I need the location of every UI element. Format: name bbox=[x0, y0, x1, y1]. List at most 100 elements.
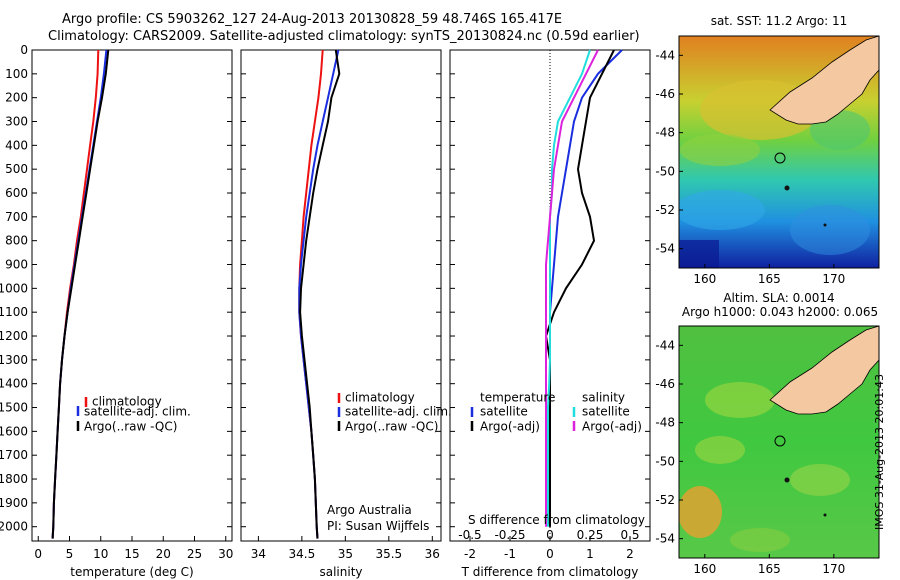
sst-map bbox=[679, 36, 879, 268]
top-tick-label: 0.5 bbox=[620, 528, 639, 542]
y-tick-label: 600 bbox=[5, 186, 28, 200]
y-tick-label: 1900 bbox=[0, 496, 28, 510]
y-tick-label: 1600 bbox=[0, 424, 28, 438]
y-tick-label: 800 bbox=[5, 234, 28, 248]
top-tick-label: 0.25 bbox=[577, 528, 604, 542]
map-x-tick-label: 165 bbox=[758, 272, 781, 286]
map-y-tick-label: -54 bbox=[655, 532, 675, 546]
map-x-tick-label: 170 bbox=[822, 562, 845, 576]
map-y-tick-label: -52 bbox=[655, 493, 675, 507]
legend-climatology: climatology bbox=[92, 395, 162, 409]
map-y-tick-label: -48 bbox=[655, 416, 675, 430]
top-tick-label: -0.5 bbox=[458, 528, 481, 542]
y-tick-label: 1200 bbox=[0, 329, 28, 343]
t-difference-axis-label: T difference from climatology bbox=[461, 565, 639, 579]
y-tick-label: 1100 bbox=[0, 305, 28, 319]
map-y-tick-label: -52 bbox=[655, 203, 675, 217]
sla-map-subtitle: Argo h1000: 0.043 h2000: 0.065 bbox=[682, 305, 878, 319]
temperature-panel bbox=[31, 49, 233, 542]
x-tick-label: 30 bbox=[218, 547, 233, 561]
y-tick-label: 1300 bbox=[0, 353, 28, 367]
series-line bbox=[51, 49, 110, 539]
x-tick-label: 0 bbox=[34, 547, 42, 561]
salinity-legend: climatology satellite-adj. clim. Argo(..… bbox=[327, 391, 452, 534]
legend-t-argo: Argo(-adj) bbox=[480, 420, 540, 434]
credit-line-1: Argo Australia bbox=[327, 503, 412, 517]
legend-climatology: climatology bbox=[345, 391, 415, 405]
top-tick-label: -0.25 bbox=[494, 528, 525, 542]
x-tick-label: 1 bbox=[586, 547, 594, 561]
series-line bbox=[544, 49, 615, 527]
map-y-tick-label: -46 bbox=[655, 377, 675, 391]
salinity-axis-label: salinity bbox=[319, 565, 362, 579]
new-zealand-land bbox=[769, 326, 879, 415]
sla-map-title: Altim. SLA: 0.0014 bbox=[723, 291, 834, 305]
imos-timestamp-label: IMOS 31-Aug-2013 20:01:43 bbox=[873, 374, 886, 530]
y-tick-label: 300 bbox=[5, 115, 28, 129]
legend-satellite: satellite-adj. clim. bbox=[84, 405, 191, 419]
x-tick-label: 25 bbox=[187, 547, 202, 561]
y-tick-label: 1700 bbox=[0, 448, 28, 462]
legend-s-satellite: satellite bbox=[582, 405, 630, 419]
x-tick-label: 15 bbox=[124, 547, 139, 561]
map-y-tick-label: -46 bbox=[655, 87, 675, 101]
map-y-tick-label: -50 bbox=[655, 454, 675, 468]
new-zealand-land bbox=[769, 36, 879, 125]
page-subtitle: Climatology: CARS2009. Satellite-adjuste… bbox=[48, 29, 640, 44]
legend-argo: Argo(..raw -QC) bbox=[345, 420, 438, 434]
map-y-tick-label: -50 bbox=[655, 164, 675, 178]
series-line bbox=[299, 49, 341, 539]
legend-satellite: satellite-adj. clim. bbox=[345, 405, 452, 419]
series-line bbox=[547, 49, 591, 527]
salinity-panel bbox=[240, 49, 442, 542]
legend-salinity-title: salinity bbox=[582, 391, 625, 405]
x-tick-label: -1 bbox=[504, 547, 516, 561]
y-tick-label: 1400 bbox=[0, 377, 28, 391]
y-tick-label: 100 bbox=[5, 67, 28, 81]
x-tick-label: 35 bbox=[338, 547, 353, 561]
argo-position-marker bbox=[774, 152, 786, 164]
y-tick-label: 400 bbox=[5, 138, 28, 152]
y-tick-label: 1500 bbox=[0, 401, 28, 415]
legend-t-satellite: satellite bbox=[480, 405, 528, 419]
legend-temperature-title: temperature bbox=[480, 391, 555, 405]
sla-map-axes: 160 165 170 -44 -46 -48 -50 -52 -54 bbox=[655, 338, 845, 576]
sst-map-axes: 160 165 170 -44 -46 -48 -50 -52 -54 bbox=[655, 48, 845, 286]
argo-position-marker bbox=[774, 435, 786, 447]
map-x-tick-label: 165 bbox=[758, 562, 781, 576]
x-tick-label: 35.5 bbox=[375, 547, 402, 561]
map-x-tick-label: 160 bbox=[693, 272, 716, 286]
difference-legend: temperature satellite Argo(-adj) salinit… bbox=[468, 391, 645, 528]
y-tick-label: 900 bbox=[5, 258, 28, 272]
s-difference-label: S difference from climatology bbox=[468, 513, 645, 527]
x-tick-label: 36 bbox=[425, 547, 440, 561]
page-title: Argo profile: CS 5903262_127 24-Aug-2013… bbox=[62, 12, 563, 27]
map-y-tick-label: -44 bbox=[655, 338, 675, 352]
x-tick-label: 20 bbox=[156, 547, 171, 561]
y-tick-label: 700 bbox=[5, 210, 28, 224]
temperature-legend: climatology satellite-adj. clim. Argo(..… bbox=[76, 395, 191, 434]
y-tick-label: 2000 bbox=[0, 520, 28, 534]
legend-s-argo: Argo(-adj) bbox=[582, 420, 642, 434]
legend-argo: Argo(..raw -QC) bbox=[84, 420, 177, 434]
x-tick-label: 5 bbox=[66, 547, 74, 561]
y-tick-label: 1000 bbox=[0, 281, 28, 295]
map-y-tick-label: -54 bbox=[655, 242, 675, 256]
x-tick-label: 34.5 bbox=[289, 547, 316, 561]
x-tick-label: -2 bbox=[464, 547, 476, 561]
x-tick-label: 0 bbox=[546, 547, 554, 561]
x-tick-label: 2 bbox=[626, 547, 634, 561]
series-line bbox=[545, 49, 599, 527]
map-x-tick-label: 170 bbox=[822, 272, 845, 286]
y-tick-label: 0 bbox=[20, 43, 28, 57]
y-tick-label: 200 bbox=[5, 91, 28, 105]
top-tick-label: 0 bbox=[546, 528, 554, 542]
map-y-tick-label: -48 bbox=[655, 126, 675, 140]
x-tick-label: 34 bbox=[251, 547, 266, 561]
credit-line-2: PI: Susan Wijffels bbox=[327, 519, 429, 533]
temperature-axis-label: temperature (deg C) bbox=[70, 565, 193, 579]
y-tick-label: 500 bbox=[5, 162, 28, 176]
sla-map bbox=[679, 326, 879, 558]
y-tick-label: 1800 bbox=[0, 472, 28, 486]
